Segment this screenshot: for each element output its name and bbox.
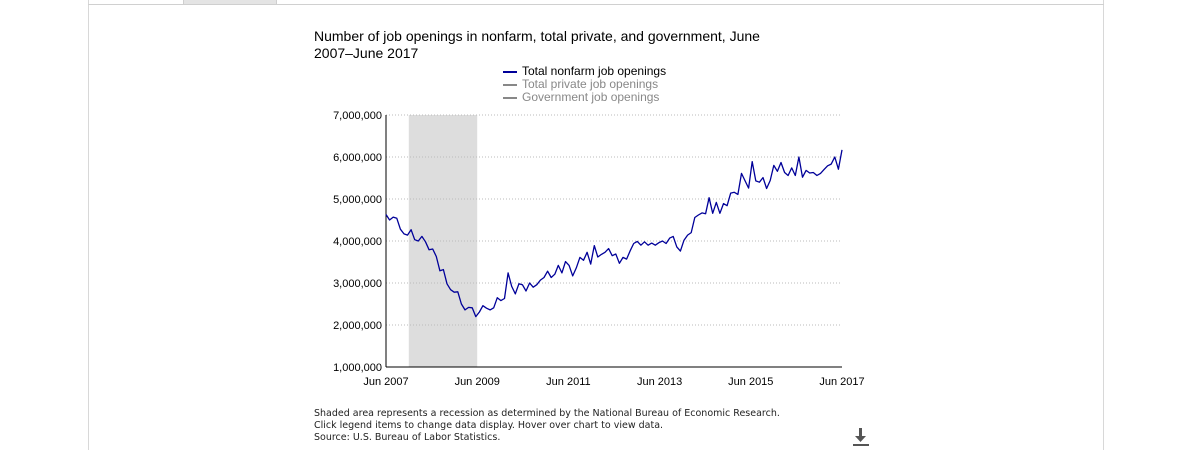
series-layer bbox=[385, 149, 843, 318]
legend-label: Total nonfarm job openings bbox=[522, 64, 667, 78]
legend-swatch bbox=[503, 70, 517, 73]
chart-legend: Total nonfarm job openings Total private… bbox=[503, 65, 666, 104]
grid-layer bbox=[386, 114, 842, 326]
panel-left-border bbox=[88, 0, 89, 450]
footnote-recession: Shaded area represents a recession as de… bbox=[314, 408, 780, 419]
y-tick-label: 3,000,000 bbox=[333, 278, 382, 290]
legend-item-total-private[interactable]: Total private job openings bbox=[503, 78, 666, 91]
y-tick-label: 7,000,000 bbox=[333, 110, 382, 122]
legend-label: Total private job openings bbox=[522, 77, 659, 91]
legend-swatch bbox=[503, 83, 517, 86]
y-tick-label: 4,000,000 bbox=[333, 236, 382, 248]
panel-top-border bbox=[88, 4, 1104, 5]
y-tick-label: 5,000,000 bbox=[333, 194, 382, 206]
x-tick-label: Jun 2007 bbox=[363, 376, 408, 388]
panel-right-border bbox=[1103, 0, 1104, 450]
y-tick-label: 2,000,000 bbox=[333, 320, 382, 332]
chart-title: Number of job openings in nonfarm, total… bbox=[314, 28, 760, 61]
y-tick-label: 1,000,000 bbox=[333, 362, 382, 374]
tab-stub[interactable] bbox=[183, 0, 277, 5]
x-tick-label: Jun 2015 bbox=[728, 376, 773, 388]
legend-label: Government job openings bbox=[522, 90, 660, 104]
y-tick-label: 6,000,000 bbox=[333, 152, 382, 164]
footnote-source: Source: U.S. Bureau of Labor Statistics. bbox=[314, 432, 501, 443]
x-tick-label: Jun 2017 bbox=[819, 376, 864, 388]
download-icon[interactable] bbox=[850, 425, 872, 447]
series-line-0[interactable] bbox=[385, 149, 843, 318]
axis-layer: 1,000,000 2,000,000 3,000,000 4,000,000 5,00… bbox=[333, 110, 865, 388]
x-tick-label: Jun 2009 bbox=[455, 376, 500, 388]
x-tick-label: Jun 2011 bbox=[546, 376, 590, 388]
x-tick-label: Jun 2013 bbox=[637, 376, 682, 388]
legend-item-total-nonfarm[interactable]: Total nonfarm job openings bbox=[503, 65, 666, 78]
chart-footnote: Shaded area represents a recession as de… bbox=[314, 408, 780, 444]
legend-item-government[interactable]: Government job openings bbox=[503, 91, 666, 104]
legend-swatch bbox=[503, 96, 517, 99]
footnote-instructions: Click legend items to change data displa… bbox=[314, 420, 664, 431]
